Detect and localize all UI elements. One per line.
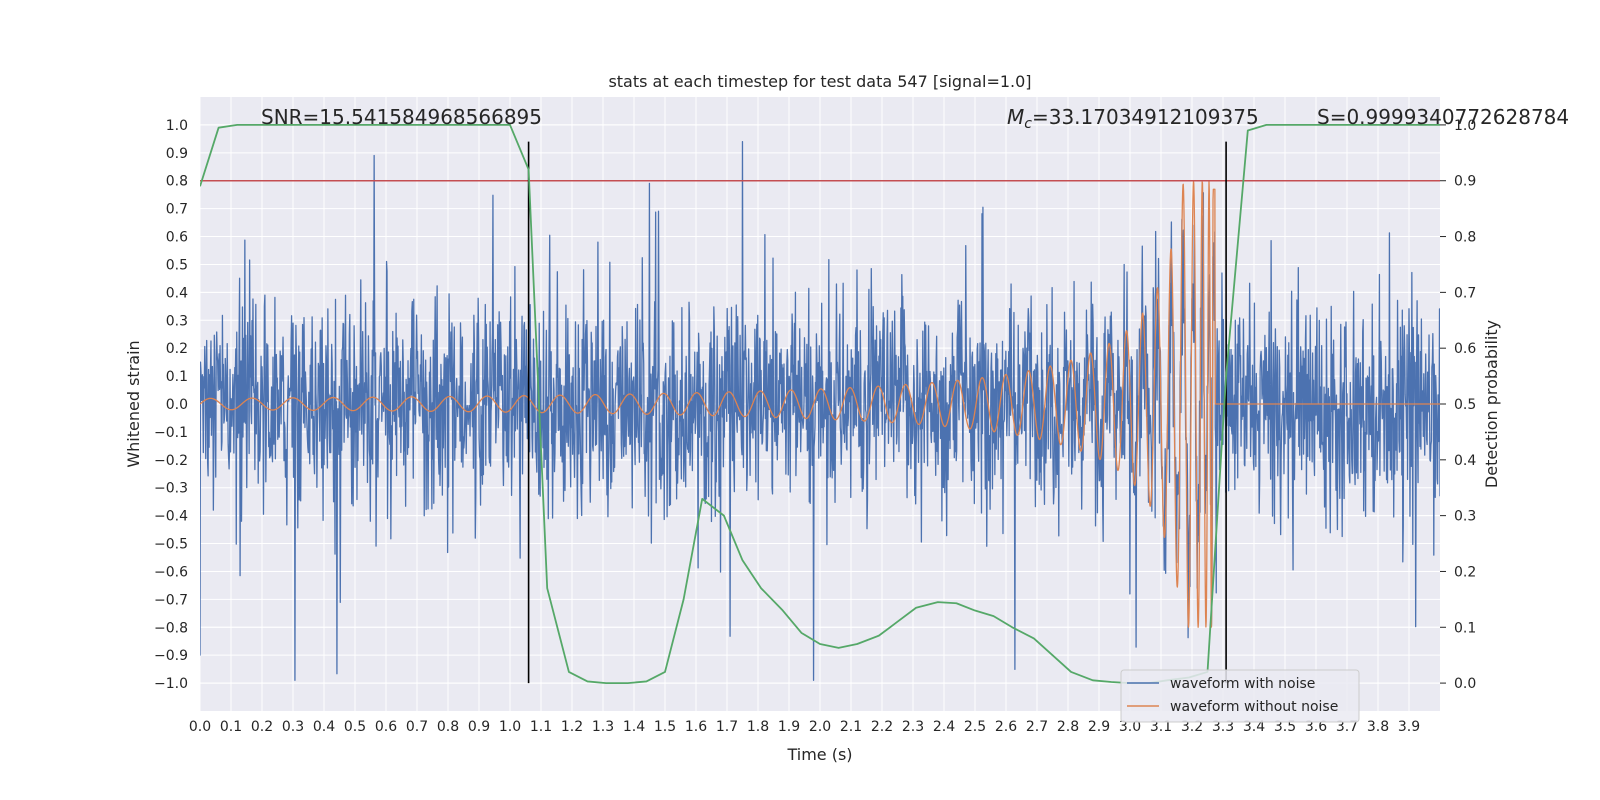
x-tick-label: 1.4	[623, 719, 645, 735]
chirp-mass-subscript: c	[1024, 116, 1032, 132]
y-tick-label: −0.6	[154, 564, 188, 580]
x-tick-label: 3.0	[1119, 719, 1141, 735]
x-tick-label: 3.7	[1336, 719, 1358, 735]
chirp-mass-value: =33.17034912109375	[1032, 105, 1259, 129]
x-tick-label: 3.2	[1181, 719, 1203, 735]
y-tick-label: −0.3	[154, 481, 188, 497]
x-tick-label: 2.1	[840, 719, 862, 735]
x-tick-label: 3.6	[1305, 719, 1327, 735]
y-tick-label: −1.0	[154, 676, 188, 692]
y-right-tick-label: 0.4	[1454, 453, 1476, 469]
y-tick-label: −0.9	[154, 648, 188, 664]
y-tick-label: −0.8	[154, 620, 188, 636]
legend-label-noise: waveform with noise	[1170, 676, 1315, 692]
x-tick-label: 3.9	[1398, 719, 1420, 735]
x-tick-label: 1.1	[530, 719, 552, 735]
x-tick-label: 3.1	[1150, 719, 1172, 735]
y-right-tick-label: 0.7	[1454, 285, 1476, 301]
x-tick-label: 0.0	[189, 719, 211, 735]
x-tick-label: 1.9	[778, 719, 800, 735]
y-tick-label: 0.5	[166, 257, 188, 273]
x-tick-label: 0.8	[437, 719, 459, 735]
x-tick-label: 2.4	[933, 719, 955, 735]
chirp-mass-annotation: Mc=33.17034912109375	[1007, 105, 1259, 132]
x-tick-label: 1.7	[716, 719, 738, 735]
x-tick-label: 1.2	[561, 719, 583, 735]
y-axis-label: Whitened strain	[124, 340, 143, 467]
y-tick-label: 0.0	[166, 397, 188, 413]
x-tick-label: 0.1	[220, 719, 242, 735]
x-tick-label: 2.5	[964, 719, 986, 735]
y-tick-label: 0.6	[166, 230, 188, 246]
x-tick-label: 1.6	[685, 719, 707, 735]
x-tick-label: 3.8	[1367, 719, 1389, 735]
x-tick-label: 2.8	[1057, 719, 1079, 735]
y-right-tick-label: 0.2	[1454, 564, 1476, 580]
y-right-tick-label: 0.8	[1454, 230, 1476, 246]
x-tick-label: 0.4	[313, 719, 335, 735]
y-right-tick-label: 1.0	[1454, 118, 1476, 134]
x-tick-label: 2.9	[1088, 719, 1110, 735]
x-tick-label: 2.0	[809, 719, 831, 735]
y-tick-label: 0.7	[166, 202, 188, 218]
x-tick-label: 1.3	[592, 719, 614, 735]
y-right-tick-label: 0.3	[1454, 509, 1476, 525]
y-tick-label: −0.4	[154, 509, 188, 525]
y-right-tick-label: 0.0	[1454, 676, 1476, 692]
y-tick-label: −0.2	[154, 453, 188, 469]
x-tick-label: 0.6	[375, 719, 397, 735]
s-annotation: S=0.9999340772628784	[1317, 105, 1569, 129]
x-tick-label: 0.7	[406, 719, 428, 735]
y-tick-label: 0.9	[166, 146, 188, 162]
y-tick-label: 0.3	[166, 313, 188, 329]
x-tick-label: 0.2	[251, 719, 273, 735]
series-waveform-with-noise	[200, 141, 1440, 681]
y-right-axis-label: Detection probability	[1482, 320, 1501, 488]
series-waveform-without-noise	[200, 180, 1440, 628]
x-tick-label: 3.3	[1212, 719, 1234, 735]
x-tick-label: 1.0	[499, 719, 521, 735]
y-tick-label: 0.2	[166, 341, 188, 357]
x-tick-label: 3.5	[1274, 719, 1296, 735]
y-tick-label: −0.7	[154, 592, 188, 608]
x-tick-label: 2.7	[1026, 719, 1048, 735]
legend-label-clean: waveform without noise	[1170, 699, 1338, 715]
y-tick-label: 1.0	[166, 118, 188, 134]
y-right-tick-label: 0.1	[1454, 620, 1476, 636]
y-tick-label: 0.1	[166, 369, 188, 385]
y-tick-label: 0.8	[166, 174, 188, 190]
x-tick-label: 2.3	[902, 719, 924, 735]
x-tick-label: 1.5	[654, 719, 676, 735]
x-tick-label: 3.4	[1243, 719, 1265, 735]
x-tick-label: 0.3	[282, 719, 304, 735]
x-tick-label: 2.2	[871, 719, 893, 735]
y-tick-label: 0.4	[166, 285, 188, 301]
y-tick-label: −0.5	[154, 537, 188, 553]
x-tick-label: 0.9	[468, 719, 490, 735]
legend: waveform with noise waveform without noi…	[1120, 669, 1360, 723]
y-right-tick-label: 0.6	[1454, 341, 1476, 357]
chirp-mass-symbol: M	[1007, 105, 1024, 129]
x-tick-label: 2.6	[995, 719, 1017, 735]
series-detection-probability	[200, 124, 1440, 684]
chart-title: stats at each timestep for test data 547…	[608, 72, 1031, 91]
snr-annotation: SNR=15.541584968566895	[261, 105, 542, 129]
y-right-tick-label: 0.5	[1454, 397, 1476, 413]
x-axis-label: Time (s)	[786, 745, 852, 764]
x-tick-label: 0.5	[344, 719, 366, 735]
y-tick-label: −0.1	[154, 425, 188, 441]
y-right-tick-label: 0.9	[1454, 174, 1476, 190]
legend-box	[1120, 669, 1360, 723]
x-tick-label: 1.8	[747, 719, 769, 735]
